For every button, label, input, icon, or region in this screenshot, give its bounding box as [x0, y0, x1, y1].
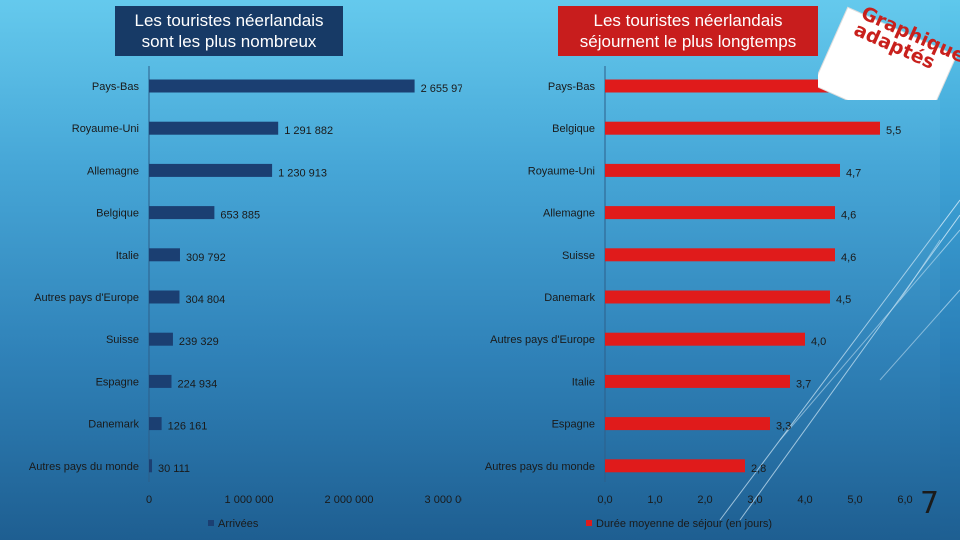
left-category-label: Autres pays d'Europe [34, 292, 139, 304]
right-category-label: Italie [572, 376, 595, 388]
right-tick-label: 1,0 [647, 494, 662, 506]
left-category-label: Suisse [106, 334, 139, 346]
right-value-label: 4,0 [811, 336, 826, 348]
right-legend-swatch [586, 520, 592, 526]
right-bar [605, 206, 835, 220]
right-tick-label: 4,0 [797, 494, 812, 506]
left-bar-chart: Pays-Bas 2 655 972 Royaume-Uni 1 291 882 All… [29, 66, 462, 530]
left-value-label: 2 655 972 [421, 83, 462, 95]
right-category-label: Suisse [562, 250, 595, 262]
right-tick-label: 0,0 [597, 494, 612, 506]
decor-line [719, 199, 960, 521]
left-category-label: Italie [116, 250, 139, 262]
left-bar [149, 417, 162, 431]
right-bar [605, 163, 840, 177]
right-tick-label: 3,0 [747, 494, 762, 506]
right-category-label: Autres pays du monde [485, 461, 595, 473]
right-bar [605, 290, 830, 304]
left-bar [149, 374, 172, 388]
right-value-label: 3,3 [776, 421, 791, 433]
right-value-label: 4,6 [841, 210, 856, 222]
left-category-label: Espagne [96, 376, 139, 388]
left-value-label: 30 111 [158, 463, 190, 475]
right-value-label: 3,7 [796, 378, 811, 390]
left-value-label: 653 885 [220, 210, 260, 222]
right-category-label: Royaume-Uni [528, 165, 595, 177]
right-bar [605, 79, 885, 93]
left-tick-label: 1 000 000 [225, 494, 274, 506]
right-value-label: 4,5 [836, 294, 851, 306]
decor-line [899, 239, 941, 301]
left-bar [149, 206, 215, 220]
right-value-label: 2,8 [751, 463, 766, 475]
left-category-label: Autres pays du monde [29, 461, 139, 473]
decor-line [779, 229, 960, 441]
right-legend-label: Durée moyenne de séjour (en jours) [596, 518, 772, 530]
left-value-label: 309 792 [186, 252, 226, 264]
left-title-line-2: sont les plus nombreux [141, 32, 317, 51]
right-category-label: Autres pays d'Europe [490, 334, 595, 346]
left-category-label: Danemark [88, 419, 139, 431]
right-tick-label: 2,0 [697, 494, 712, 506]
left-category-label: Allemagne [87, 165, 139, 177]
left-category-label: Royaume-Uni [72, 123, 139, 135]
left-bar [149, 121, 279, 135]
right-tick-label: 6,0 [897, 494, 912, 506]
left-category-label: Pays-Bas [92, 81, 140, 93]
left-legend-label: Arrivées [218, 518, 259, 530]
left-bar [149, 248, 180, 262]
right-title-line-2: séjournent le plus longtemps [579, 32, 797, 51]
right-category-label: Danemark [544, 292, 595, 304]
right-value-label: 4,7 [846, 167, 861, 179]
left-bar [149, 332, 173, 346]
left-value-label: 224 934 [177, 378, 217, 390]
right-value-label: 5,5 [886, 125, 901, 137]
left-value-label: 239 329 [179, 336, 219, 348]
left-value-label: 1 230 913 [278, 167, 327, 179]
left-bar [149, 290, 180, 304]
right-bar [605, 459, 745, 473]
right-chart-title: Les touristes néerlandais séjournent le … [558, 6, 818, 56]
right-bar [605, 332, 805, 346]
left-tick-label: 0 [146, 494, 152, 506]
left-title-line-1: Les touristes néerlandais [134, 11, 324, 30]
slide-number: 7 [920, 486, 940, 521]
left-value-label: 126 161 [168, 421, 208, 433]
right-bar [605, 417, 770, 431]
left-chart-title: Les touristes néerlandais sont les plus … [115, 6, 343, 56]
left-bar [149, 459, 153, 473]
left-legend-swatch [208, 520, 214, 526]
right-category-label: Allemagne [543, 208, 595, 220]
right-category-label: Belgique [552, 123, 595, 135]
left-bar [149, 163, 273, 177]
right-category-label: Espagne [552, 419, 595, 431]
right-value-label: 4,6 [841, 252, 856, 264]
right-tick-label: 5,0 [847, 494, 862, 506]
left-category-label: Belgique [96, 208, 139, 220]
right-bar [605, 374, 790, 388]
right-category-label: Pays-Bas [548, 81, 596, 93]
right-title-line-1: Les touristes néerlandais [593, 11, 783, 30]
left-value-label: 1 291 882 [284, 125, 333, 137]
left-bar [149, 79, 415, 93]
decor-line [879, 289, 960, 381]
left-tick-label: 2 000 000 [325, 494, 374, 506]
left-tick-label: 3 000 000 [425, 494, 462, 506]
left-value-label: 304 804 [185, 294, 225, 306]
right-bar [605, 248, 835, 262]
right-bar [605, 121, 880, 135]
